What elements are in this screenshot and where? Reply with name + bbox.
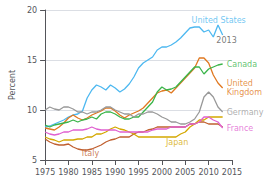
svg-text:5: 5 bbox=[32, 156, 37, 165]
svg-text:2015: 2015 bbox=[222, 168, 242, 177]
svg-text:Percent: Percent bbox=[8, 70, 17, 100]
svg-text:France: France bbox=[227, 124, 254, 133]
svg-text:1975: 1975 bbox=[35, 168, 55, 177]
svg-text:United States: United States bbox=[192, 16, 246, 25]
svg-text:2010: 2010 bbox=[198, 168, 218, 177]
svg-text:Italy: Italy bbox=[82, 149, 100, 158]
svg-text:Kingdom: Kingdom bbox=[227, 88, 263, 97]
svg-text:20: 20 bbox=[27, 6, 37, 15]
svg-text:1990: 1990 bbox=[105, 168, 125, 177]
svg-text:1985: 1985 bbox=[82, 168, 102, 177]
svg-text:2013: 2013 bbox=[216, 36, 236, 45]
svg-text:15: 15 bbox=[27, 56, 37, 65]
svg-text:2000: 2000 bbox=[152, 168, 172, 177]
svg-text:1995: 1995 bbox=[128, 168, 148, 177]
svg-text:1980: 1980 bbox=[58, 168, 78, 177]
svg-text:Germany: Germany bbox=[227, 108, 264, 117]
svg-text:Canada: Canada bbox=[227, 60, 258, 69]
svg-text:10: 10 bbox=[27, 106, 37, 115]
svg-text:2005: 2005 bbox=[175, 168, 195, 177]
svg-text:Japan: Japan bbox=[165, 138, 188, 147]
svg-text:United: United bbox=[227, 79, 253, 88]
